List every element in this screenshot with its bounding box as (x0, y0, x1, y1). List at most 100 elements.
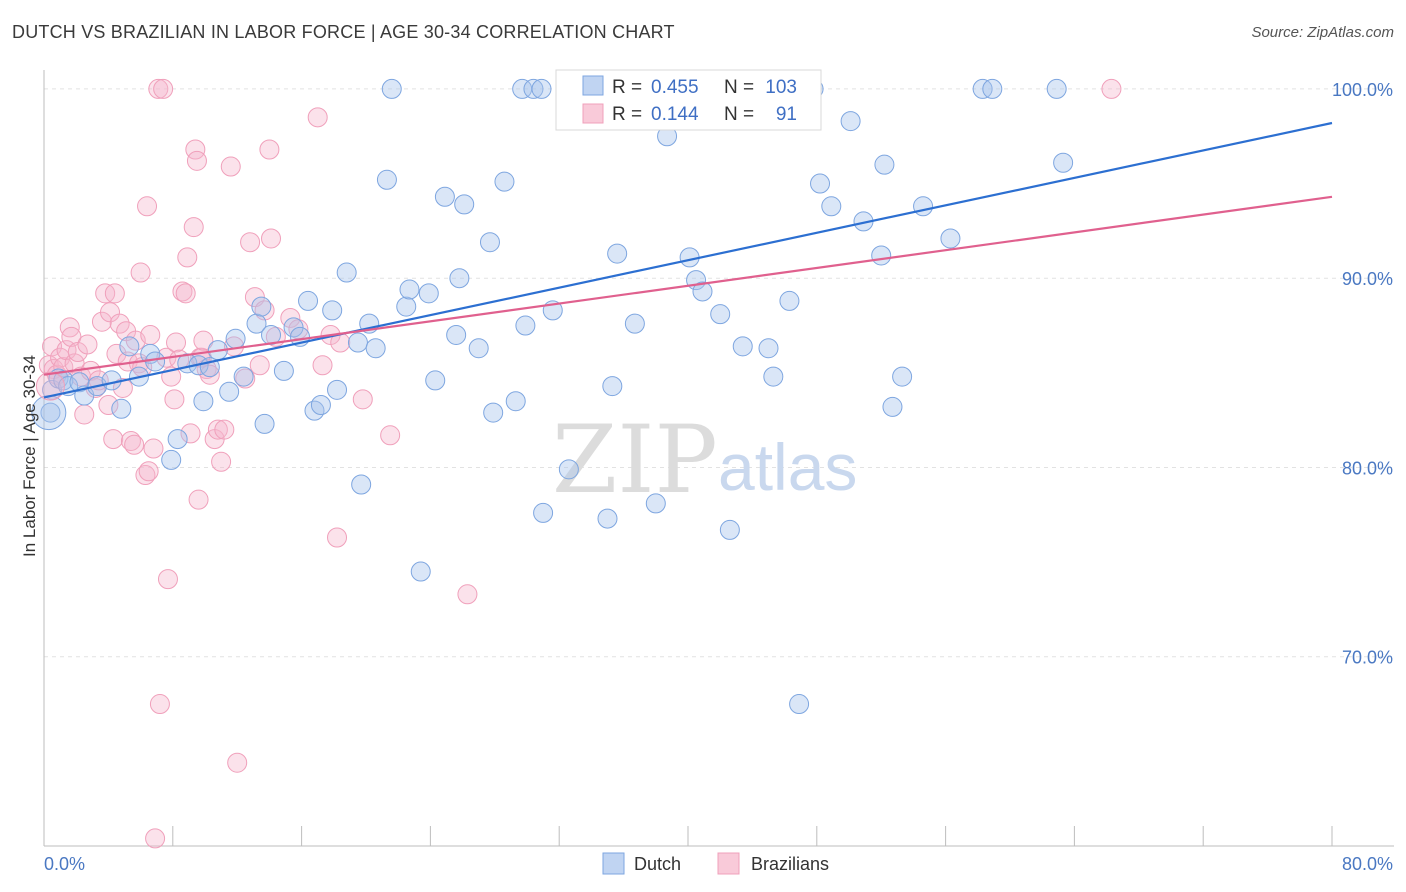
dutch-point (145, 351, 166, 372)
brazilians-point (188, 489, 209, 510)
brazilians-point (249, 355, 270, 376)
brazilians-point (261, 228, 282, 249)
dutch-point (597, 508, 618, 529)
brazilians-point (135, 465, 156, 486)
dutch-point (298, 290, 319, 311)
dutch-point (483, 402, 504, 423)
series-legend: Dutch Brazilians (602, 852, 829, 875)
dutch-point (246, 313, 267, 334)
dutch-point (219, 381, 240, 402)
dutch-point (607, 243, 628, 264)
brazilians-point (220, 156, 241, 177)
dutch-point (446, 324, 467, 345)
brazilians-point (240, 232, 261, 253)
brazilians-point (177, 247, 198, 268)
dutch-point (351, 474, 372, 495)
dutch-point (161, 449, 182, 470)
dutch-point (533, 502, 554, 523)
dutch-point (645, 493, 666, 514)
brazilians-point (312, 355, 333, 376)
brazilians-point (352, 389, 373, 410)
dutch-point (418, 283, 439, 304)
legend-n-label-dutch: N = (724, 77, 754, 98)
dutch-point (779, 290, 800, 311)
legend-swatch-dutch (582, 75, 604, 96)
brazilians-point (157, 569, 178, 590)
series-legend-swatch-brazilians (717, 852, 740, 875)
brazilians-point (186, 150, 207, 171)
x-tick-label-max: 80.0% (1342, 854, 1393, 874)
dutch-point (982, 78, 1003, 99)
dutch-point (193, 391, 214, 412)
brazilians-point (130, 262, 151, 283)
dutch-point (810, 173, 831, 194)
y-tick-label: 70.0% (1342, 648, 1393, 668)
dutch-point (692, 281, 713, 302)
brazilians-point (138, 461, 159, 482)
dutch-point (376, 169, 397, 190)
brazilians-point (77, 334, 98, 355)
dutch-point (254, 413, 275, 434)
dutch-point (273, 360, 294, 381)
brazilians-point (153, 78, 174, 99)
source-credit: Source: ZipAtlas.com (1251, 24, 1394, 41)
brazilians-point (166, 332, 187, 353)
y-tick-labels: 70.0% 80.0% 90.0% 100.0% (1332, 80, 1393, 668)
dutch-point (763, 366, 784, 387)
dutch-point (251, 296, 272, 317)
brazilians-point (214, 419, 235, 440)
legend-n-value-brazilians: 91 (776, 104, 797, 125)
brazilians-point (183, 217, 204, 238)
brazilians-point (1101, 78, 1122, 99)
dutch-point (719, 519, 740, 540)
dutch-point (410, 561, 431, 582)
dutch-trend-line (43, 121, 1333, 399)
dutch-point (449, 268, 470, 289)
dutch-point (425, 370, 446, 391)
brazilians-point (148, 78, 169, 99)
dutch-point (233, 366, 254, 387)
dutch-point (304, 400, 325, 421)
dutch-point (789, 694, 810, 715)
dutch-point (111, 398, 132, 419)
brazilians-point (61, 326, 82, 347)
brazilians-point (35, 371, 65, 401)
brazilians-point (164, 389, 185, 410)
brazilians-point (98, 395, 119, 416)
brazilians-point (172, 281, 193, 302)
brazilians-point (140, 324, 161, 345)
axes (43, 70, 1394, 847)
dutch-point (874, 154, 895, 175)
legend-n-value-dutch: 103 (765, 77, 797, 98)
brazilians-point (380, 425, 401, 446)
brazilians-point (180, 423, 201, 444)
dutch-point (913, 196, 934, 217)
series-legend-swatch-dutch (602, 852, 625, 875)
dutch-point (479, 232, 500, 253)
dutch-point (523, 78, 544, 99)
dutch-point (347, 332, 368, 353)
brazilians-point (175, 283, 196, 304)
dutch-point (871, 245, 892, 266)
chart-title: DUTCH VS BRAZILIAN IN LABOR FORCE | AGE … (12, 22, 675, 42)
legend-n-label-brazilians: N = (724, 104, 754, 125)
dutch-point (1053, 152, 1074, 173)
brazilians-point (259, 139, 280, 160)
dutch-point (365, 338, 386, 359)
stats-legend: R = 0.455 N = 103 R = 0.144 N = 91 (555, 69, 822, 131)
legend-r-label-dutch: R = (612, 77, 642, 98)
x-tick-label-min: 0.0% (44, 854, 85, 874)
dutch-point (494, 171, 515, 192)
dutch-point (327, 379, 348, 400)
brazilians-point (64, 353, 85, 374)
brazilians-point (327, 527, 348, 548)
dutch-point (336, 262, 357, 283)
brazilians-point (145, 828, 166, 849)
dutch-point (821, 196, 842, 217)
dutch-point (558, 459, 579, 480)
dutch-point (322, 300, 343, 321)
brazilians-point (207, 419, 228, 440)
brazilians-point (106, 343, 127, 364)
brazilians-point (74, 404, 95, 425)
dutch-point (399, 279, 420, 300)
